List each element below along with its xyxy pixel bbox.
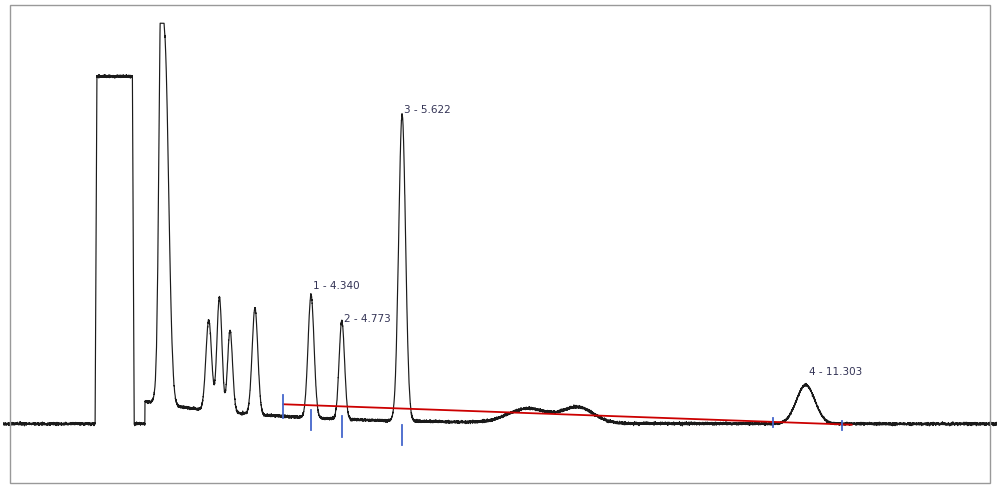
Text: 4 - 11.303: 4 - 11.303 (809, 367, 862, 377)
Text: 3 - 5.622: 3 - 5.622 (404, 105, 450, 115)
Text: 2 - 4.773: 2 - 4.773 (344, 314, 391, 324)
Text: 1 - 4.340: 1 - 4.340 (313, 281, 360, 291)
